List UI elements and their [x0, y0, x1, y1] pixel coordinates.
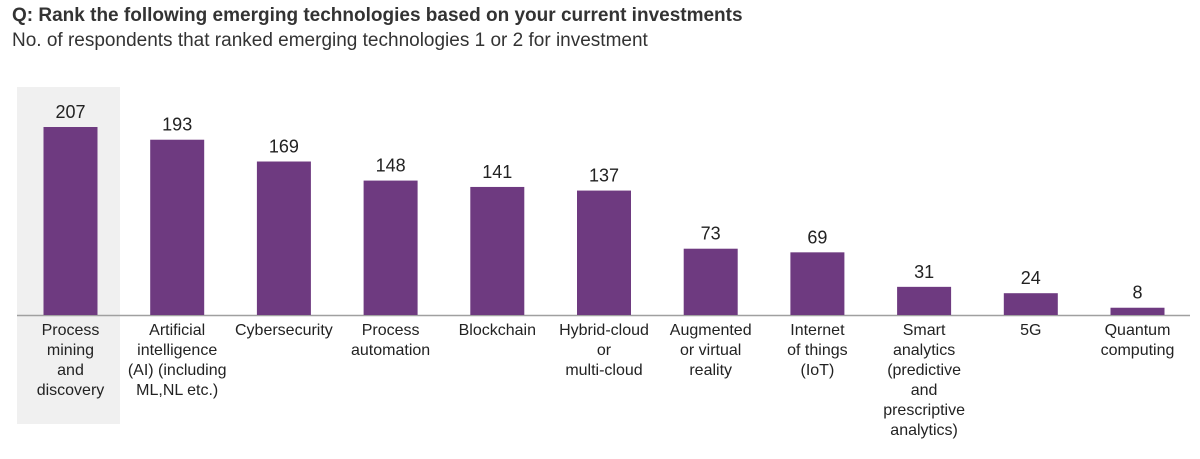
bar [150, 139, 205, 315]
data-label: 24 [1021, 268, 1041, 288]
data-label: 207 [55, 102, 85, 122]
data-label: 193 [162, 115, 192, 135]
bar [1003, 293, 1058, 315]
data-label: 141 [482, 162, 512, 182]
tick-label: 5G [1020, 322, 1042, 339]
tick-label: Process automation [351, 322, 431, 359]
bar [256, 161, 311, 315]
data-label: 73 [701, 224, 721, 244]
bar [43, 127, 98, 315]
tick-label: Artificial intelligence (AI) (including … [127, 322, 227, 399]
data-label: 69 [807, 227, 827, 247]
data-label: 169 [269, 137, 299, 157]
bar [897, 286, 952, 315]
bar [1110, 307, 1165, 315]
bar [683, 248, 738, 315]
bar [363, 180, 418, 315]
data-label: 137 [589, 166, 619, 186]
tick-label: Internet of things (IoT) [787, 322, 848, 379]
tick-label: Blockchain [458, 322, 536, 339]
bar [790, 252, 845, 315]
tick-label: Hybrid-cloud or multi-cloud [559, 322, 649, 379]
data-label: 31 [914, 262, 934, 282]
data-label: 8 [1132, 283, 1142, 303]
chart-subtitle: No. of respondents that ranked emerging … [12, 30, 648, 51]
bar [470, 186, 525, 315]
chart-title: Q: Rank the following emerging technolog… [12, 5, 743, 26]
data-label: 148 [376, 156, 406, 176]
tick-label: Smart analytics (predictive and prescrip… [883, 322, 965, 439]
tick-label: Quantum computing [1100, 322, 1175, 359]
tick-label: Cybersecurity [234, 322, 333, 339]
tick-label: Augmented or virtual reality [669, 322, 752, 379]
tick-label: Process mining and discovery [36, 322, 105, 399]
bar [577, 190, 631, 315]
